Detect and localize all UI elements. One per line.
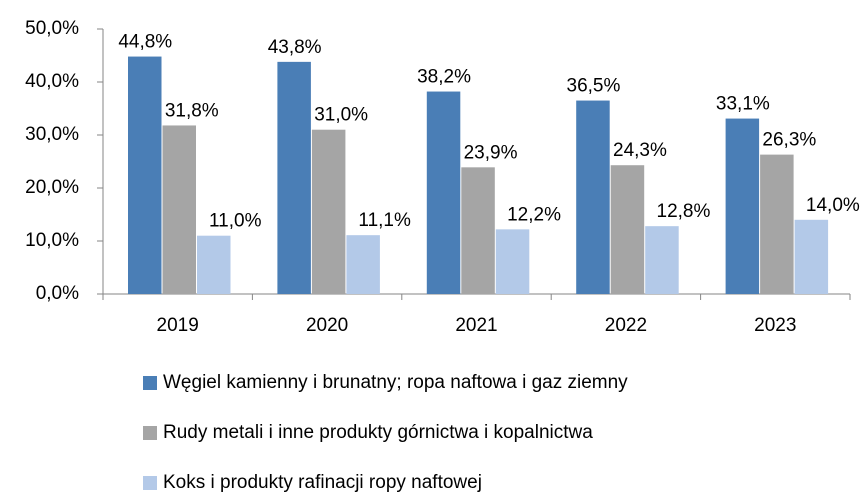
legend-label: Koks i produkty rafinacji ropy naftowej — [163, 472, 482, 492]
legend-swatch — [143, 476, 157, 490]
bar — [197, 235, 231, 294]
bar — [426, 91, 461, 294]
bar — [576, 100, 610, 294]
data-label: 23,9% — [464, 142, 518, 163]
legend-label: Węgiel kamienny i brunatny; ropa naftowa… — [163, 372, 628, 393]
y-tick-label: 30,0% — [25, 124, 79, 145]
legend-label: Rudy metali i inne produkty górnictwa i … — [163, 422, 593, 443]
bar — [645, 226, 679, 294]
data-label: 33,1% — [716, 94, 770, 115]
data-label: 36,5% — [567, 76, 621, 97]
legend-swatch — [143, 376, 157, 390]
data-label: 12,8% — [657, 201, 711, 222]
bar — [346, 235, 380, 294]
y-tick-label: 50,0% — [25, 18, 79, 39]
data-label: 31,8% — [165, 100, 219, 121]
data-label: 11,1% — [358, 210, 411, 231]
y-tick-label: 0,0% — [36, 283, 79, 304]
x-tick-label: 2019 — [157, 315, 199, 336]
x-tick-label: 2022 — [605, 315, 647, 336]
data-label: 44,8% — [118, 32, 172, 53]
bar — [277, 61, 311, 294]
y-tick-label: 10,0% — [25, 230, 79, 251]
data-label: 43,8% — [268, 37, 322, 58]
bar — [610, 165, 645, 294]
bar — [128, 56, 162, 295]
x-tick-label: 2020 — [306, 315, 348, 336]
data-label: 38,2% — [417, 67, 471, 88]
y-tick-label: 20,0% — [25, 177, 79, 198]
x-tick-label: 2021 — [455, 315, 497, 336]
data-label: 24,3% — [613, 140, 667, 161]
bar — [794, 219, 829, 294]
data-label: 31,0% — [314, 105, 368, 126]
data-label: 12,2% — [507, 204, 561, 225]
data-label: 26,3% — [762, 130, 816, 151]
x-tick-label: 2023 — [754, 315, 796, 336]
data-label: 14,0% — [806, 195, 860, 216]
bar — [725, 118, 760, 294]
bar — [311, 129, 346, 294]
bar — [495, 229, 530, 294]
bar — [760, 154, 794, 294]
legend-swatch — [143, 426, 157, 440]
bar — [461, 167, 495, 294]
y-tick-label: 40,0% — [25, 71, 79, 92]
bar — [162, 125, 196, 295]
data-label: 11,0% — [209, 211, 262, 232]
